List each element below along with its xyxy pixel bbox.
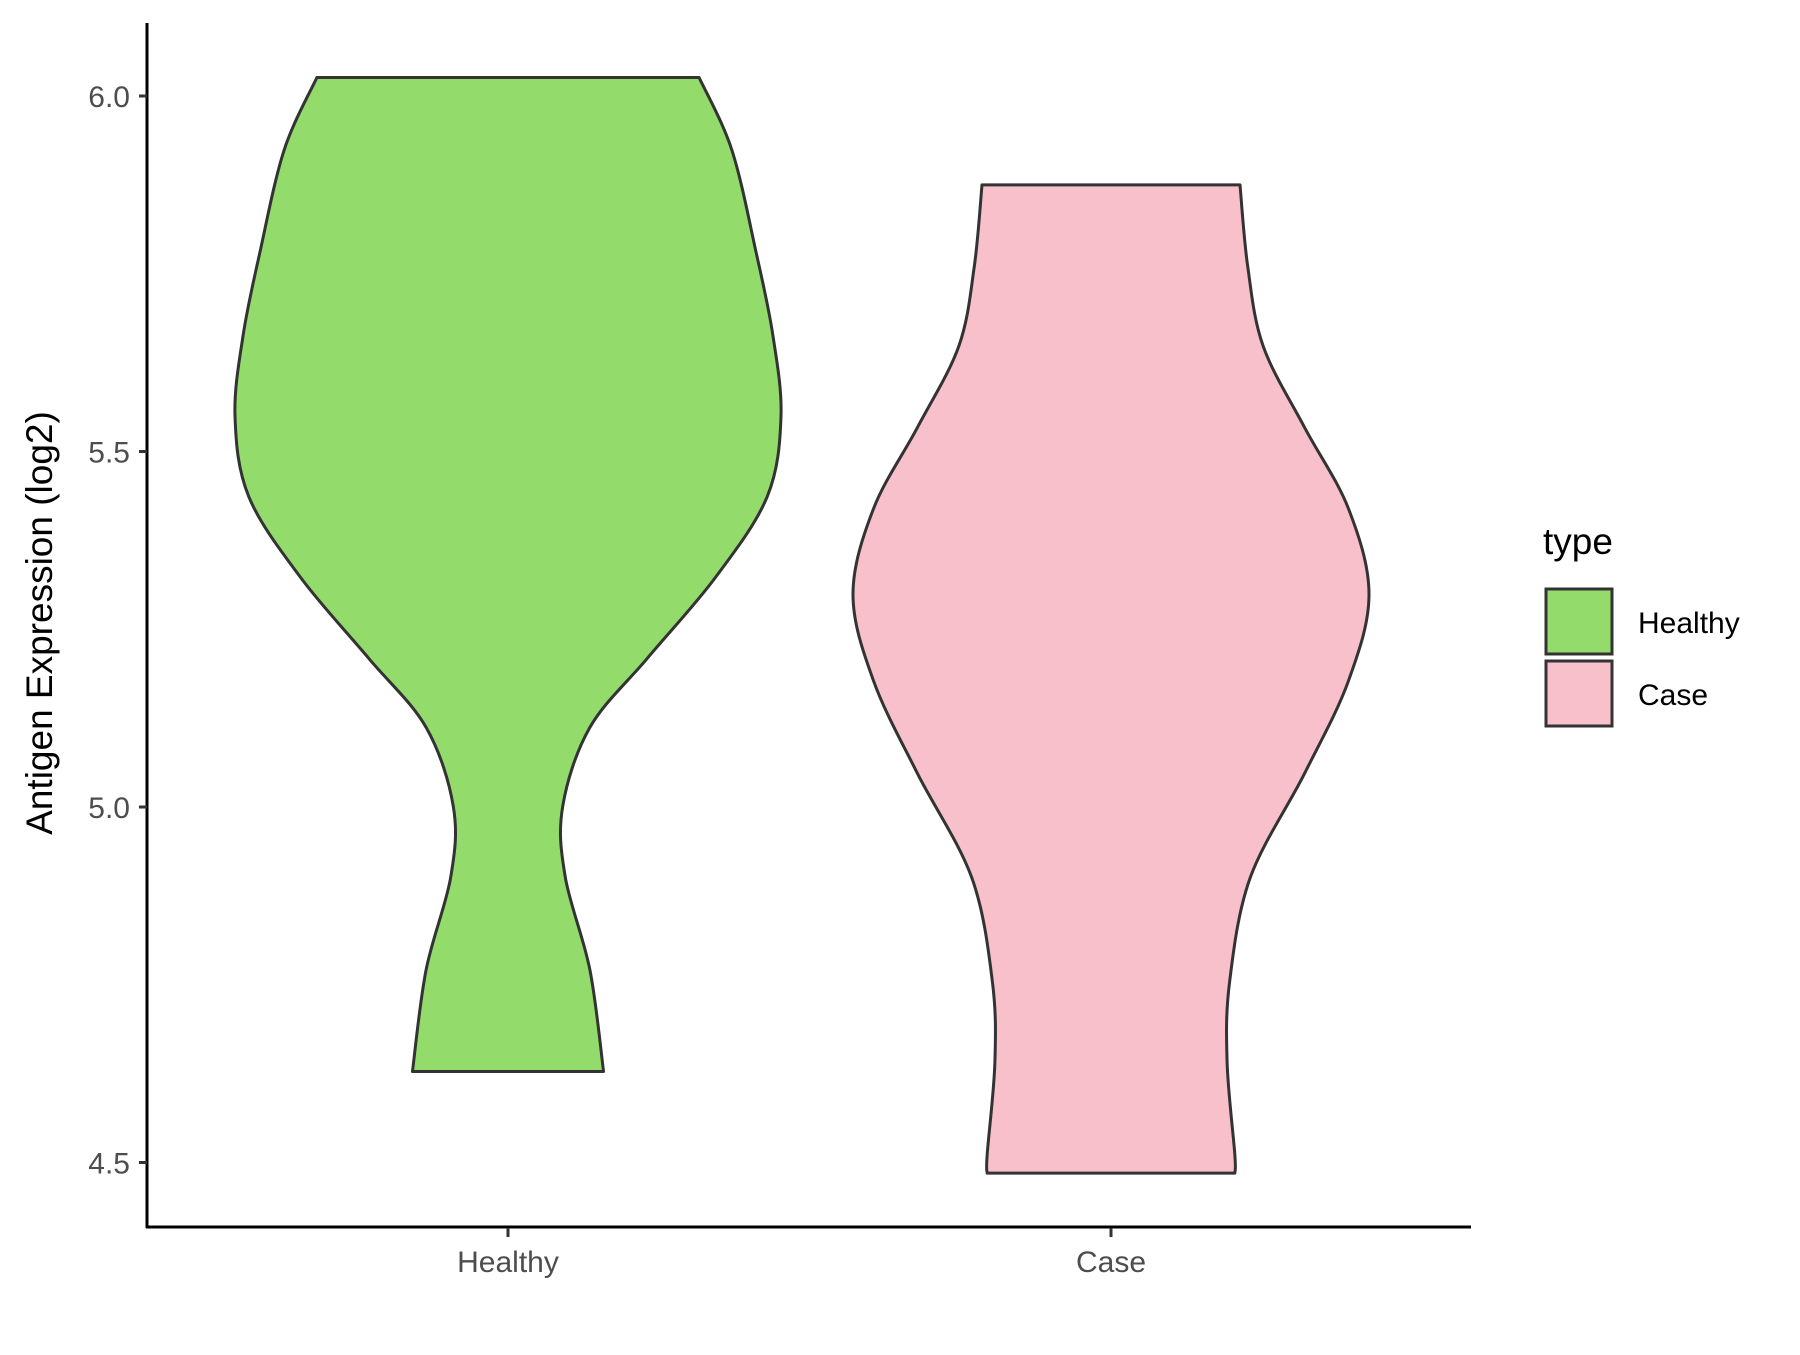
violins	[233, 76, 1371, 1175]
violin-case	[851, 183, 1371, 1175]
legend-label: Healthy	[1638, 607, 1740, 640]
x-ticks: Healthy Case	[457, 1228, 1146, 1279]
y-axis-label: Antigen Expression (log2)	[19, 411, 60, 835]
x-tick-label-healthy: Healthy	[457, 1246, 559, 1279]
legend-item-case: Case	[1544, 659, 1708, 728]
y-tick-label: 4.5	[88, 1148, 130, 1181]
y-tick-label: 5.5	[88, 437, 130, 470]
legend-item-healthy: Healthy	[1544, 587, 1740, 656]
legend-title: type	[1543, 521, 1613, 562]
violin-healthy	[233, 76, 783, 1073]
legend-key	[1544, 659, 1614, 728]
x-tick-label-case: Case	[1076, 1246, 1146, 1279]
legend-label: Case	[1638, 679, 1708, 712]
legend-key	[1544, 587, 1614, 656]
y-tick-label: 6.0	[88, 81, 130, 114]
legend: type Healthy Case	[1543, 521, 1740, 728]
y-ticks: 4.5 5.0 5.5 6.0	[88, 81, 147, 1181]
y-tick-label: 5.0	[88, 792, 130, 825]
